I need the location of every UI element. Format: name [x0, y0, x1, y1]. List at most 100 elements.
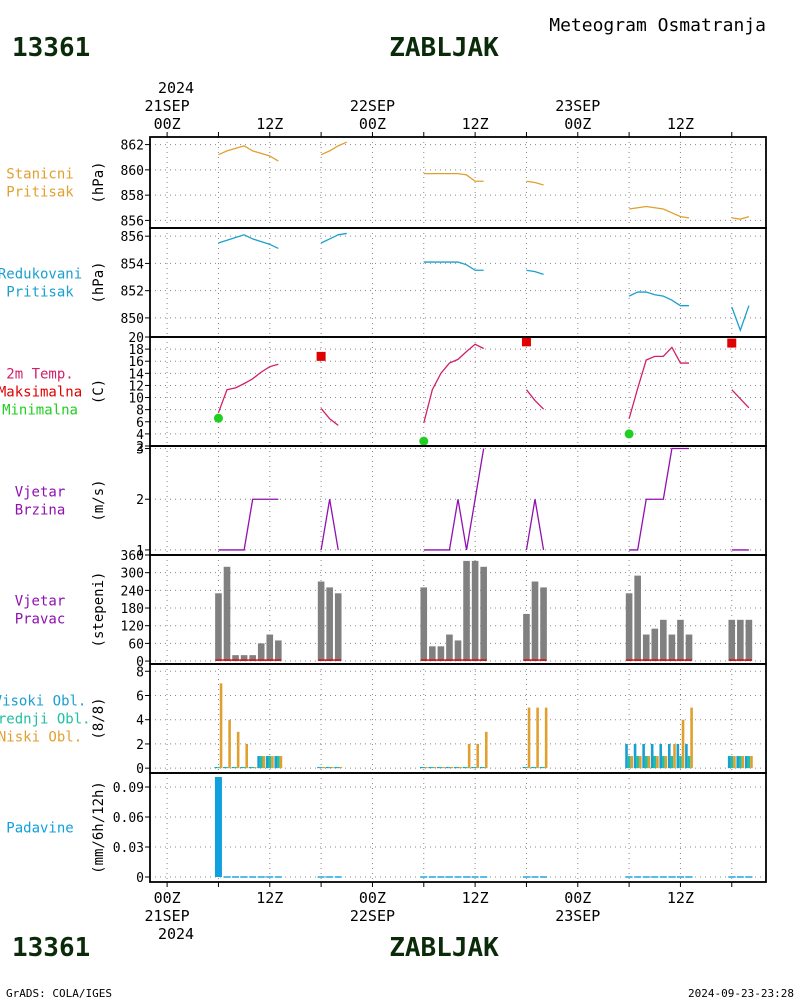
- series-line: [629, 205, 690, 219]
- hour-label-bottom: 00Z: [359, 889, 386, 907]
- series-line: [218, 498, 279, 551]
- panel-label: Niski Obl.: [0, 730, 82, 746]
- cloud-low-bar: [681, 719, 685, 769]
- cloud-mid-bar: [225, 766, 229, 769]
- cloud-low-bar: [467, 743, 471, 769]
- cloud-low-bar: [228, 719, 231, 769]
- wind-direction-bar: [446, 634, 453, 662]
- cloud-mid-bar: [653, 756, 657, 769]
- cloud-high-bar: [223, 766, 226, 769]
- series-line: [423, 448, 485, 551]
- cloud-high-bar: [659, 743, 663, 769]
- panel-label: Redukovani: [0, 267, 82, 283]
- tmax-marker: [521, 337, 531, 347]
- panel-precipitation: 0 0.03 0.06 0.09 (mm/6h/12h) Padavine: [6, 772, 767, 886]
- cloud-mid-bar: [422, 766, 426, 769]
- cloud-mid-bar: [636, 756, 639, 769]
- cloud-mid-bar: [644, 756, 648, 769]
- cloud-low-bar: [262, 756, 266, 769]
- cloud-mid-bar: [251, 766, 254, 769]
- y-axis-label: (mm/6h/12h): [91, 781, 107, 874]
- cloud-low-bar: [442, 766, 445, 769]
- y-tick-label: 300: [121, 567, 144, 582]
- cloud-low-bar: [527, 707, 531, 769]
- cloud-mid-bar: [448, 766, 451, 769]
- cloud-high-bar: [419, 766, 423, 769]
- y-tick-label: 360: [121, 549, 144, 564]
- wind-direction-bar: [249, 655, 256, 662]
- series-line: [320, 232, 347, 244]
- generated-timestamp: 2024-09-23-23:28: [688, 987, 794, 1000]
- wind-direction-bar: [540, 587, 547, 662]
- cloud-mid-bar: [473, 766, 477, 769]
- y-tick-label: 858: [121, 189, 144, 204]
- wind-direction-bar: [223, 566, 231, 662]
- hour-label-bottom: 00Z: [564, 889, 591, 907]
- cloud-high-bar: [274, 756, 278, 769]
- wind-direction-bar: [437, 646, 445, 662]
- cloud-low-bar: [733, 756, 736, 769]
- y-tick-label: 240: [121, 584, 144, 599]
- cloud-mid-bar: [242, 766, 246, 769]
- y-tick-label: 856: [121, 214, 144, 229]
- wind-direction-bar: [275, 640, 282, 662]
- wind-direction-bar: [257, 643, 265, 662]
- cloud-high-bar: [231, 766, 235, 769]
- cloud-high-bar: [531, 766, 534, 769]
- wind-direction-bar: [463, 560, 470, 662]
- cloud-low-bar: [741, 756, 745, 769]
- cloud-high-bar: [436, 766, 440, 769]
- hour-label-bottom: 00Z: [154, 889, 181, 907]
- series-line: [731, 389, 750, 409]
- y-tick-label: 14: [128, 367, 144, 382]
- y-tick-label: 854: [121, 257, 145, 272]
- wind-direction-bar: [677, 619, 684, 662]
- cloud-low-bar: [219, 683, 223, 769]
- y-tick-label: 20: [128, 331, 144, 346]
- cloud-high-bar: [248, 766, 252, 769]
- wind-direction-bar: [480, 566, 487, 662]
- cloud-high-bar: [265, 756, 269, 769]
- panel-label: Visoki Obl.: [0, 694, 86, 710]
- year-label-top: 2024: [158, 79, 194, 97]
- cloud-low-bar: [536, 707, 539, 769]
- y-tick-label: 0: [136, 871, 144, 886]
- panel-frame: [149, 336, 767, 447]
- cloud-mid-bar: [679, 756, 682, 769]
- cloud-low-bar: [433, 766, 437, 769]
- cloud-high-bar: [685, 743, 688, 769]
- y-tick-label: 2: [136, 493, 144, 508]
- cloud-low-bar: [690, 707, 693, 769]
- series-line: [218, 145, 279, 162]
- cloud-high-bar: [325, 766, 329, 769]
- panel-label: Srednji Obl.: [0, 712, 91, 728]
- cloud-low-bar: [425, 766, 428, 769]
- y-tick-label: 60: [128, 637, 144, 652]
- cloud-high-bar: [539, 766, 543, 769]
- y-axis-label: (m/s): [91, 479, 107, 521]
- meteogram-title: Meteogram Osmatranja: [549, 15, 766, 36]
- cloud-high-bar: [625, 743, 628, 769]
- series-line: [423, 173, 484, 182]
- y-tick-label: 16: [128, 355, 144, 370]
- series-line: [731, 216, 750, 220]
- cloud-mid-bar: [336, 766, 340, 769]
- series-line: [526, 180, 544, 186]
- cloud-high-bar: [522, 766, 526, 769]
- y-tick-label: 850: [121, 312, 144, 327]
- cloud-high-bar: [676, 743, 680, 769]
- hour-label-bottom: 12Z: [462, 889, 489, 907]
- y-tick-label: 2: [136, 440, 144, 455]
- series-line: [423, 261, 484, 271]
- panel-frame: [149, 772, 767, 883]
- hour-label-top: 12Z: [256, 115, 283, 133]
- cloud-high-bar: [445, 766, 449, 769]
- day-label-bottom: 23SEP: [555, 907, 600, 925]
- hour-label-top: 12Z: [667, 115, 694, 133]
- wind-direction-bar: [660, 619, 667, 662]
- cloud-low-bar: [673, 743, 676, 769]
- panel-frame: [149, 227, 767, 338]
- cloud-high-bar: [727, 756, 731, 769]
- series-line: [320, 141, 348, 156]
